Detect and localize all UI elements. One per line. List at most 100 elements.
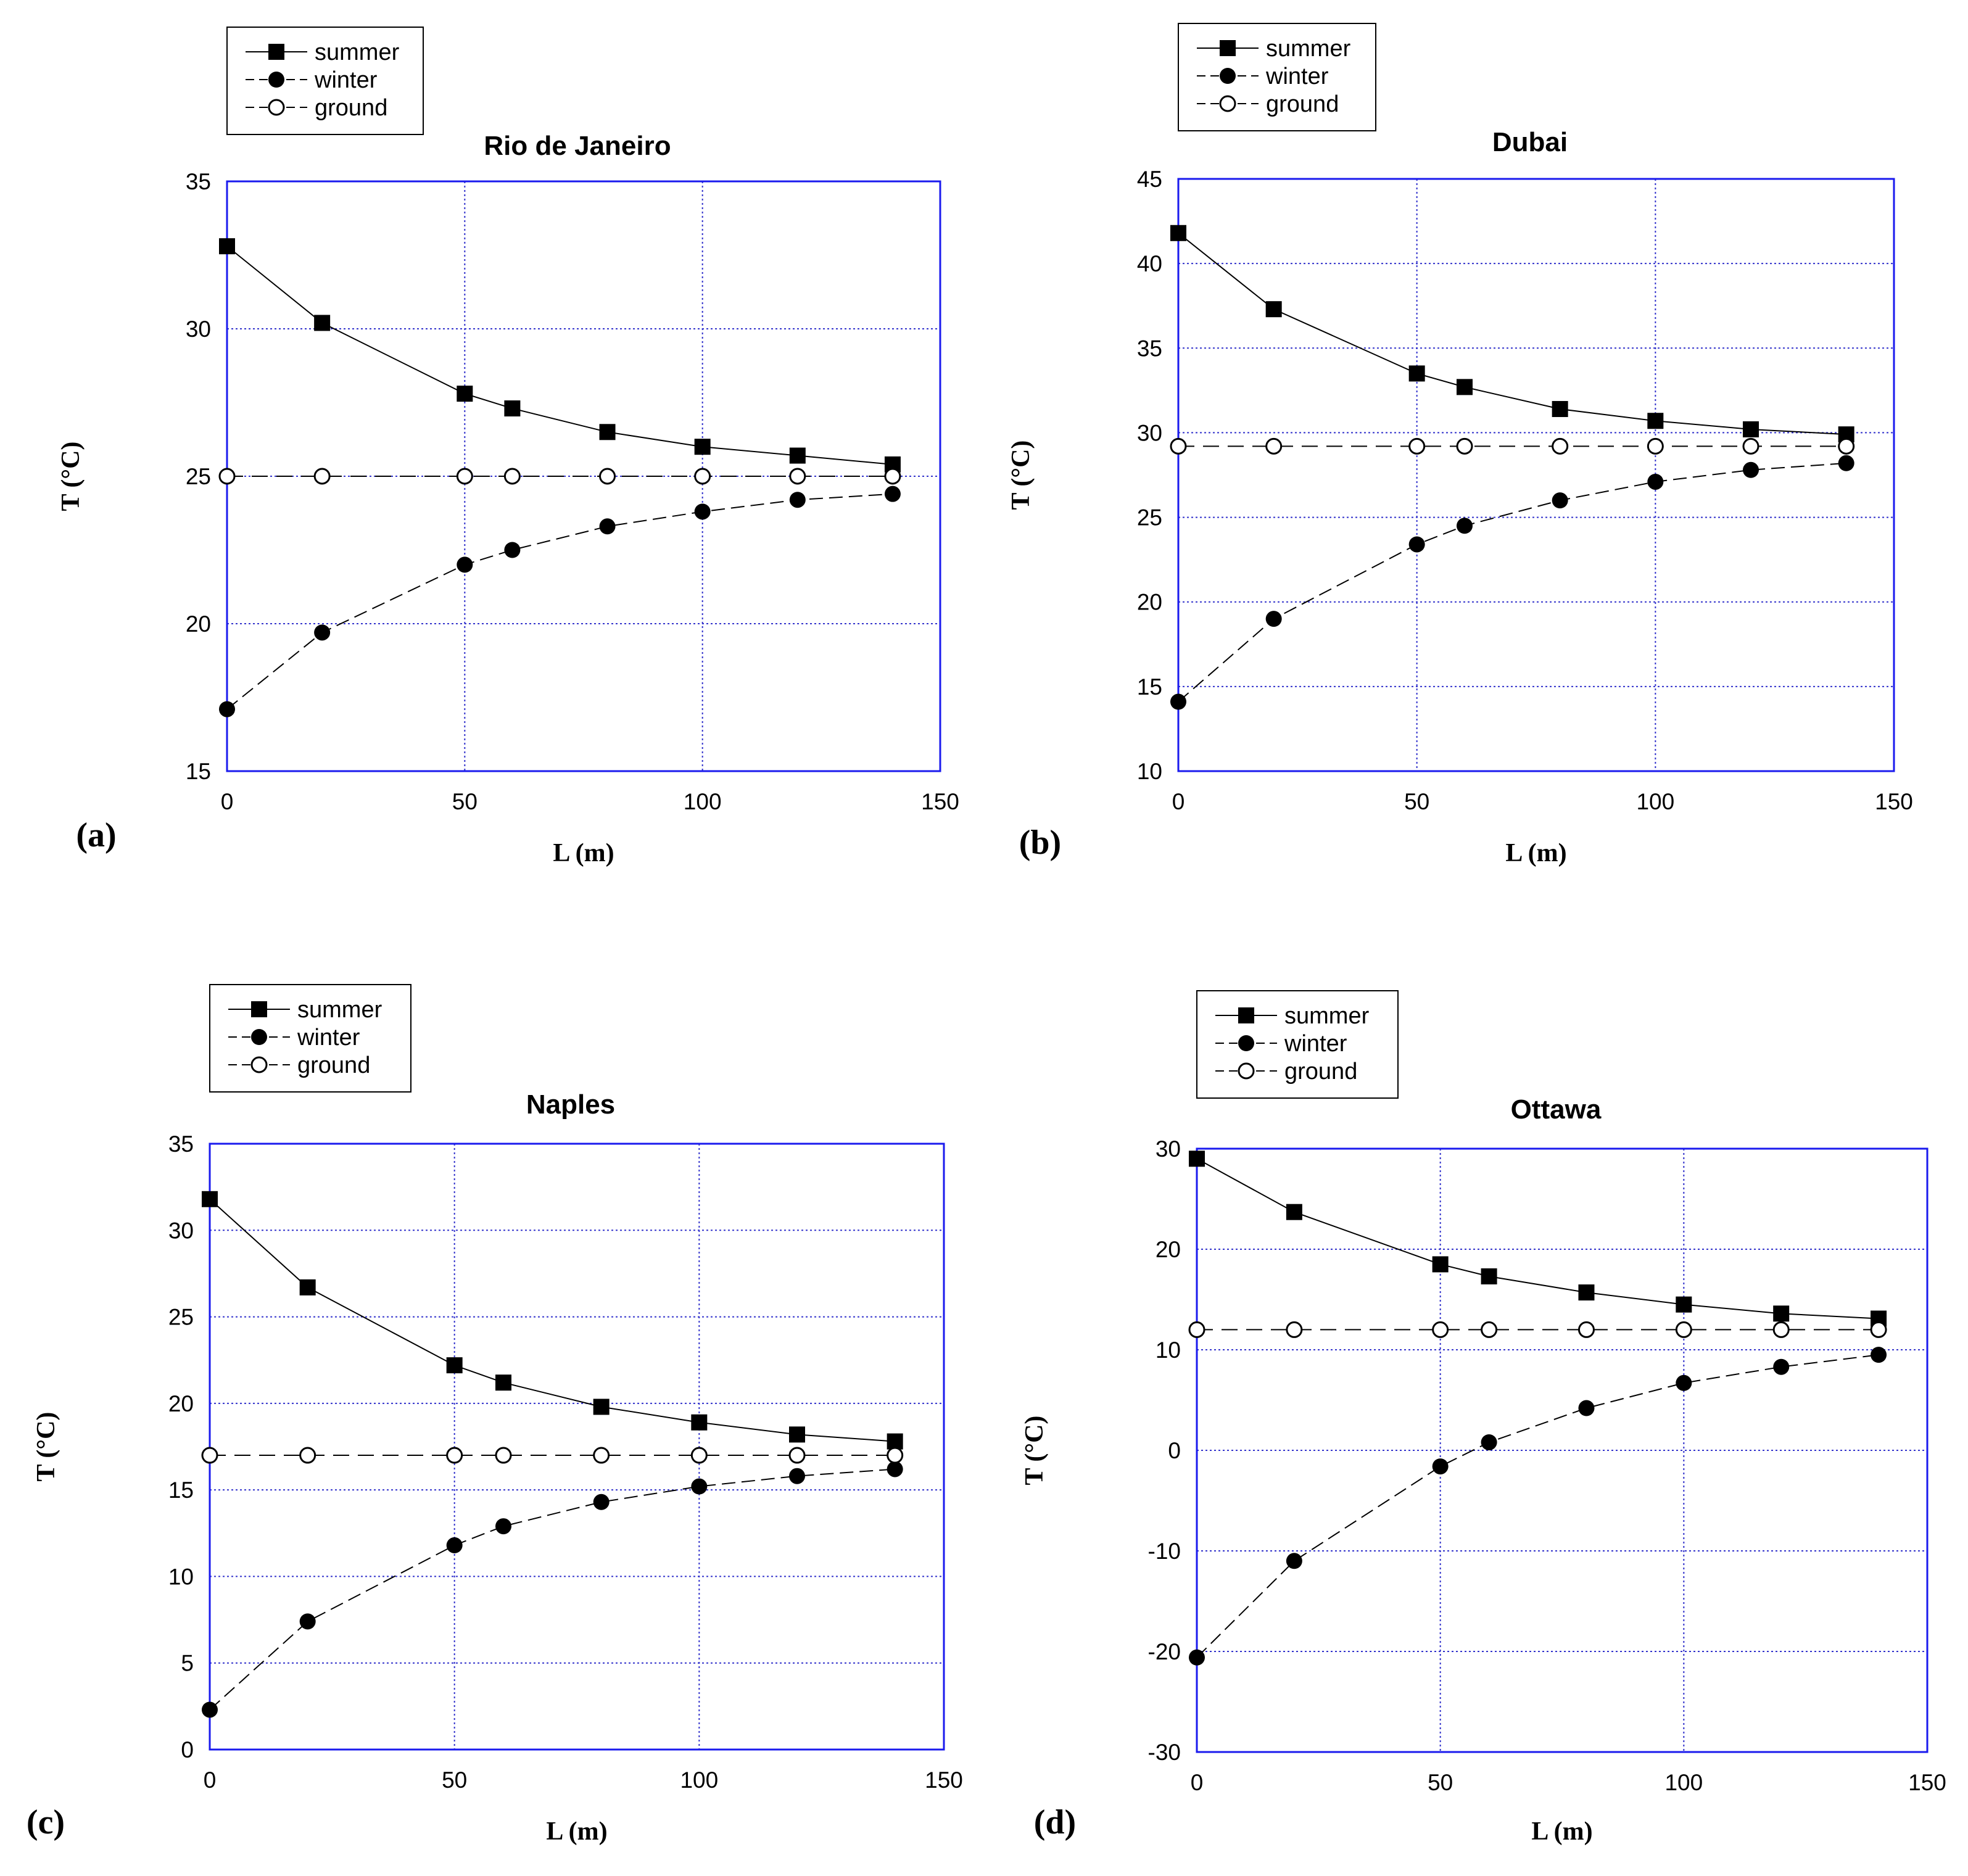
plot-frame <box>209 1143 945 1751</box>
series-line-summer <box>1178 232 1846 436</box>
legend-marker-ground <box>1238 1062 1255 1080</box>
data-point-summer <box>694 439 711 455</box>
series-line-summer <box>1196 1158 1879 1320</box>
data-point-winter <box>1189 1649 1205 1666</box>
chart-panel-1: 0 50 100 150 10 15 20 25 30 35 40 45 Dubai L (m) T (°C… <box>1007 23 1913 867</box>
data-point-ground <box>1265 437 1283 455</box>
panel-label: (c) <box>27 1803 65 1841</box>
legend-marker-summer <box>268 44 284 60</box>
x-tick-label: 0 <box>1191 1770 1204 1795</box>
x-tick-label: 100 <box>1664 1770 1703 1795</box>
data-point-ground <box>1870 1321 1887 1338</box>
legend-marker-winter <box>251 1029 267 1045</box>
data-point-winter <box>202 1701 218 1718</box>
x-axis-label: L (m) <box>1531 1817 1592 1846</box>
legend-marker-winter <box>1238 1035 1254 1051</box>
data-point-ground <box>1838 437 1855 455</box>
data-point-winter <box>1265 611 1282 627</box>
data-point-ground <box>788 1447 806 1464</box>
legend-label-summer: summer <box>1284 1003 1370 1029</box>
y-axis-label: T (°C) <box>1007 440 1035 510</box>
data-point-ground <box>503 468 521 485</box>
data-point-summer <box>887 1433 903 1450</box>
y-tick-label: -10 <box>1148 1539 1181 1564</box>
data-point-ground <box>201 1447 218 1464</box>
chart-title: Dubai <box>1492 127 1568 157</box>
data-point-summer <box>1170 225 1186 241</box>
x-tick-label: 50 <box>1428 1770 1453 1795</box>
data-point-winter <box>887 1461 903 1477</box>
chart-panel-2: 0 50 100 150 0 5 10 15 20 25 30 35 Naples L (m) T (°C)… <box>27 984 963 1846</box>
data-point-ground <box>1742 437 1759 455</box>
data-point-winter <box>299 1613 316 1630</box>
data-point-winter <box>1170 693 1186 710</box>
data-point-ground <box>690 1447 708 1464</box>
legend-marker-summer <box>1238 1007 1254 1023</box>
y-tick-label: 20 <box>186 611 211 637</box>
data-point-ground <box>599 468 616 485</box>
data-point-ground <box>495 1447 512 1464</box>
y-axis-label: T (°C) <box>1020 1416 1049 1486</box>
y-tick-label: 30 <box>168 1218 194 1243</box>
x-tick-label: 50 <box>1404 789 1429 814</box>
data-point-ground <box>1675 1321 1692 1338</box>
data-point-winter <box>1676 1374 1692 1391</box>
y-tick-label: 30 <box>1156 1136 1181 1162</box>
legend-box <box>1196 990 1399 1099</box>
y-tick-label: 35 <box>186 169 211 194</box>
series-line-winter <box>1196 1354 1879 1658</box>
data-point-summer <box>219 238 235 255</box>
y-axis-label: T (°C) <box>32 1412 60 1482</box>
legend-marker-summer <box>251 1001 267 1017</box>
data-point-winter <box>1286 1553 1302 1569</box>
data-point-summer <box>1676 1296 1692 1313</box>
data-point-ground <box>1170 437 1187 455</box>
data-point-summer <box>789 1426 805 1443</box>
data-point-winter <box>314 624 331 641</box>
y-tick-label: 10 <box>1156 1337 1181 1363</box>
x-axis-label: L (m) <box>1505 839 1566 867</box>
legend-marker-winter <box>268 72 284 88</box>
y-tick-label: 0 <box>1168 1438 1181 1463</box>
legend-label-winter: winter <box>1265 64 1329 89</box>
x-tick-label: 100 <box>680 1767 718 1793</box>
legend-box <box>226 27 424 135</box>
data-point-ground <box>1577 1321 1595 1338</box>
data-point-winter <box>789 492 806 508</box>
y-tick-label: 0 <box>181 1737 194 1762</box>
data-point-ground <box>884 468 901 485</box>
panel-label: (b) <box>1019 824 1061 862</box>
legend-label-summer: summer <box>1266 36 1351 62</box>
data-point-summer <box>314 315 331 331</box>
data-point-ground <box>456 468 473 485</box>
data-point-ground <box>446 1447 463 1464</box>
data-point-summer <box>495 1374 511 1391</box>
data-point-winter <box>593 1494 610 1510</box>
chart-title: Naples <box>526 1089 615 1120</box>
y-tick-label: 40 <box>1137 251 1162 276</box>
x-tick-label: 150 <box>1875 789 1913 814</box>
data-point-ground <box>218 468 236 485</box>
y-tick-label: 35 <box>1137 336 1162 361</box>
data-point-winter <box>457 556 473 573</box>
data-point-summer <box>789 447 806 464</box>
data-point-summer <box>1773 1305 1790 1322</box>
x-axis-label: L (m) <box>553 839 614 867</box>
legend-label-ground: ground <box>1284 1059 1357 1085</box>
chart-title: Ottawa <box>1511 1094 1602 1125</box>
data-point-ground <box>694 468 711 485</box>
y-tick-label: 15 <box>168 1477 194 1503</box>
plot-frame <box>1177 178 1895 772</box>
data-point-summer <box>1408 365 1425 382</box>
x-tick-label: 150 <box>1908 1770 1946 1795</box>
data-point-winter <box>599 518 616 535</box>
data-point-winter <box>1481 1434 1497 1450</box>
panel-label: (d) <box>1034 1803 1076 1841</box>
data-point-ground <box>313 468 331 485</box>
y-tick-label: 45 <box>1137 167 1162 192</box>
y-tick-label: 15 <box>186 759 211 784</box>
data-point-summer <box>1189 1151 1205 1167</box>
y-tick-label: 25 <box>1137 505 1162 531</box>
x-tick-label: 0 <box>1172 789 1185 814</box>
